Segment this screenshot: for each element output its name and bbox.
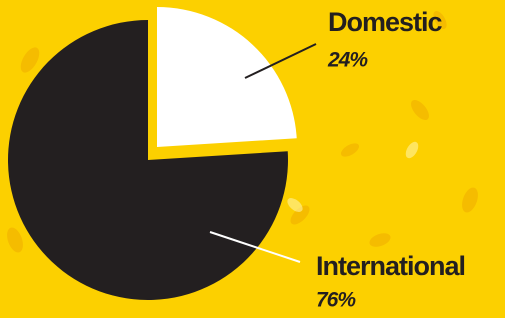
value-label: 24% (327, 49, 368, 72)
slice-label: International (316, 251, 465, 281)
chart: Domestic 24% International 76% (0, 0, 505, 318)
slice-label: Domestic (328, 7, 443, 37)
value-label: 76% (316, 289, 356, 312)
